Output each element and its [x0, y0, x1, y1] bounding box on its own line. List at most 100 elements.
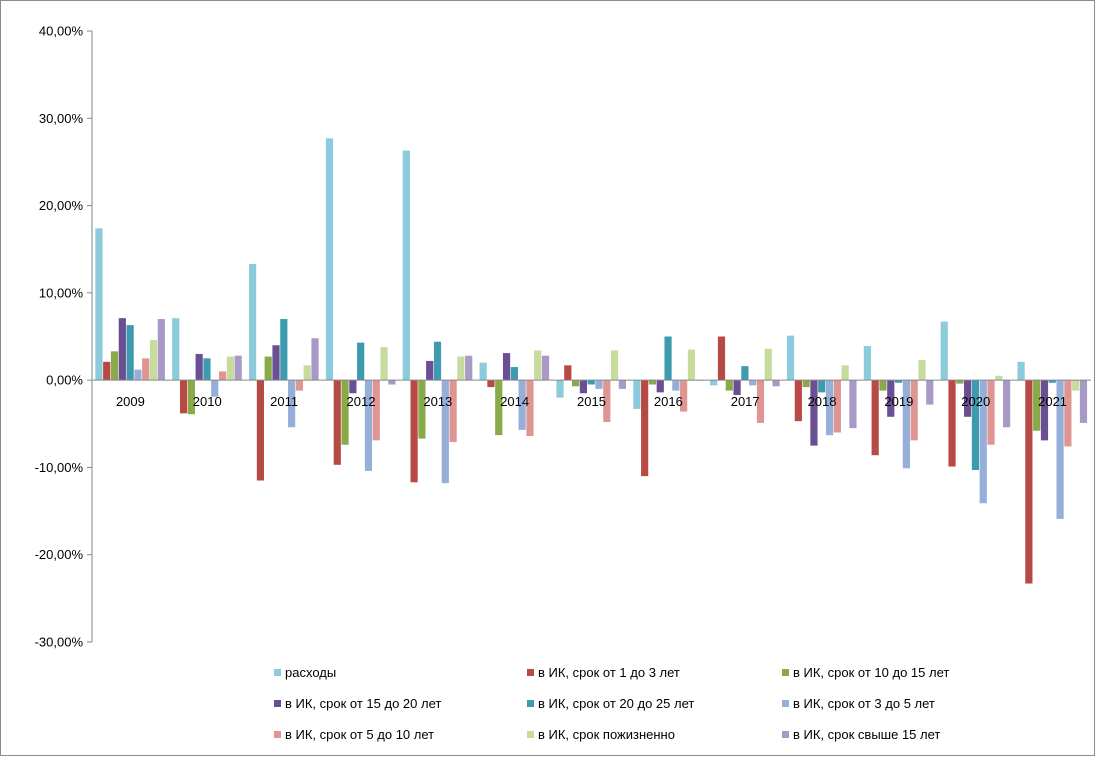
- bar: [987, 380, 995, 445]
- bar: [756, 380, 765, 423]
- bar: [218, 371, 227, 381]
- bar: [1064, 380, 1072, 447]
- legend-label: в ИК, срок от 15 до 20 лет: [285, 696, 441, 711]
- legend-swatch: [274, 700, 281, 707]
- bar: [534, 350, 542, 381]
- y-tick-label: 40,00%: [39, 24, 84, 39]
- bar: [648, 380, 657, 385]
- legend-item: в ИК, срок свыше 15 лет: [782, 727, 940, 742]
- legend-swatch: [274, 669, 281, 676]
- legend-swatch: [527, 731, 534, 738]
- bar: [672, 380, 680, 391]
- bar: [802, 380, 810, 388]
- bar: [572, 380, 580, 387]
- legend-label: в ИК, срок от 3 до 5 лет: [793, 696, 935, 711]
- bar: [879, 380, 887, 391]
- series-5: [126, 319, 1056, 471]
- bar: [526, 380, 534, 436]
- legend-swatch: [527, 700, 534, 707]
- bar: [764, 348, 772, 381]
- bar: [311, 338, 319, 381]
- bar: [964, 380, 972, 417]
- bar: [841, 365, 849, 381]
- bar: [948, 380, 956, 467]
- legend-label: в ИК, срок от 1 до 3 лет: [538, 665, 680, 680]
- bar: [741, 366, 749, 381]
- bar: [441, 380, 449, 484]
- y-axis: 40,00% 30,00% 20,00% 10,00% 0,00% -10,00% -20,…: [35, 24, 93, 650]
- bar: [502, 353, 511, 381]
- bar: [641, 380, 649, 477]
- x-tick-label: 2012: [347, 394, 376, 409]
- bar: [1079, 380, 1088, 423]
- bar: [910, 380, 918, 441]
- legend-label: в ИК, срок свыше 15 лет: [793, 727, 940, 742]
- x-tick-label: 2021: [1038, 394, 1067, 409]
- bar: [418, 380, 426, 439]
- bar: [849, 380, 857, 429]
- legend-item: в ИК, срок пожизненно: [527, 727, 675, 742]
- bar: [956, 380, 964, 384]
- legend-label: в ИК, срок от 20 до 25 лет: [538, 696, 694, 711]
- bar: [134, 369, 142, 381]
- bar: [825, 380, 834, 436]
- bar: [142, 358, 150, 381]
- bar: [1048, 380, 1056, 383]
- legend-swatch: [274, 731, 281, 738]
- bar: [833, 380, 841, 433]
- legend-label: расходы: [285, 665, 336, 680]
- legend-item: в ИК, срок от 3 до 5 лет: [782, 696, 935, 711]
- bar: [717, 336, 726, 381]
- bar: [871, 380, 879, 456]
- bar: [810, 380, 818, 446]
- y-tick-label: 10,00%: [39, 285, 84, 300]
- bar: [556, 380, 564, 398]
- bar: [1025, 380, 1033, 584]
- bar: [272, 345, 280, 381]
- bar: [465, 355, 473, 381]
- bar: [579, 380, 587, 394]
- bar: [426, 360, 434, 381]
- legend-item: в ИК, срок от 20 до 25 лет: [527, 696, 694, 711]
- bar: [894, 380, 903, 383]
- bar: [118, 318, 126, 381]
- bar: [794, 380, 802, 422]
- legend-label: в ИК, срок от 5 до 10 лет: [285, 727, 434, 742]
- bar: [510, 367, 518, 381]
- bar: [902, 380, 910, 469]
- bar: [372, 380, 380, 441]
- bar: [772, 380, 780, 387]
- bar: [541, 355, 550, 381]
- bar: [926, 380, 934, 405]
- bar: [680, 380, 688, 412]
- bar: [618, 380, 626, 389]
- bar: [187, 380, 195, 415]
- bar: [656, 380, 664, 393]
- legend-item: расходы: [274, 665, 336, 680]
- bar: [349, 380, 357, 394]
- x-tick-label: 2017: [731, 394, 760, 409]
- bar: [256, 380, 265, 481]
- bar: [564, 365, 572, 381]
- bar: [1040, 380, 1049, 441]
- bar: [195, 353, 203, 381]
- series-9: [157, 319, 1088, 429]
- bar: [264, 356, 272, 381]
- bar: [1017, 361, 1025, 381]
- bar: [357, 342, 365, 381]
- bar: [295, 380, 304, 391]
- bar: [479, 362, 487, 381]
- bar: [918, 360, 926, 381]
- x-tick-label: 2011: [270, 394, 298, 409]
- y-tick-label: -20,00%: [35, 547, 84, 562]
- y-tick-label: 0,00%: [46, 373, 83, 388]
- bar: [518, 380, 526, 430]
- bar: [203, 358, 211, 381]
- bar: [979, 380, 987, 504]
- bar: [710, 380, 718, 386]
- y-tick-label: -10,00%: [35, 460, 84, 475]
- bar: [887, 380, 895, 417]
- bar: [725, 380, 733, 391]
- x-tick-label: 2019: [884, 394, 913, 409]
